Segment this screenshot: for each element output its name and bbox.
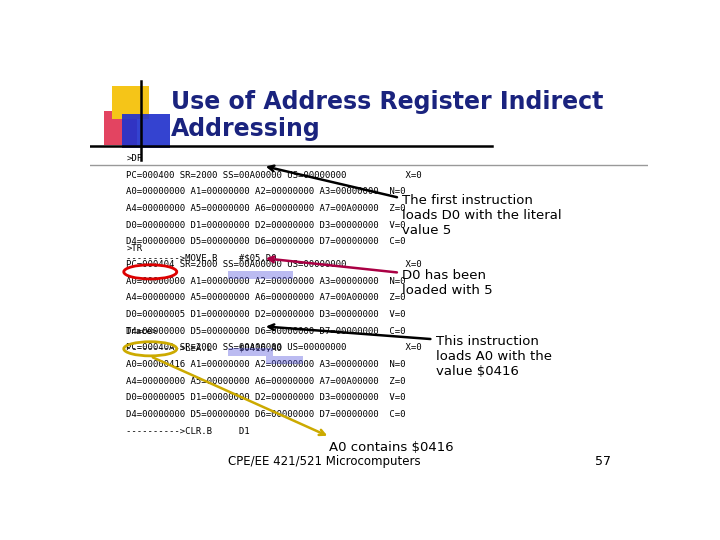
Text: ---------->CLR.B     D1: ---------->CLR.B D1 — [126, 427, 250, 436]
Text: A4=00000000 A5=00000000 A6=00000000 A7=00A00000  Z=0: A4=00000000 A5=00000000 A6=00000000 A7=0… — [126, 294, 406, 302]
Text: The first instruction
loads D0 with the literal
value 5: The first instruction loads D0 with the … — [402, 194, 562, 237]
Text: Addressing: Addressing — [171, 117, 320, 141]
Text: A0=00000000 A1=00000000 A2=00000000 A3=00000000  N=0: A0=00000000 A1=00000000 A2=00000000 A3=0… — [126, 277, 406, 286]
Text: 57: 57 — [595, 455, 611, 468]
Text: >DF: >DF — [126, 154, 143, 163]
Text: D0=00000000 D1=00000000 D2=00000000 D3=00000000  V=0: D0=00000000 D1=00000000 D2=00000000 D3=0… — [126, 221, 406, 230]
Text: D0=00000005 D1=00000000 D2=00000000 D3=00000000  V=0: D0=00000005 D1=00000000 D2=00000000 D3=0… — [126, 310, 406, 319]
Text: D4=00000000 D5=00000000 D6=00000000 D7=00000000  C=0: D4=00000000 D5=00000000 D6=00000000 D7=0… — [126, 327, 406, 336]
Text: D4=00000000 D5=00000000 D6=00000000 D7=00000000  C=0: D4=00000000 D5=00000000 D6=00000000 D7=0… — [126, 238, 406, 246]
Text: D0=00000005 D1=00000000 D2=00000000 D3=00000000  V=0: D0=00000005 D1=00000000 D2=00000000 D3=0… — [126, 393, 406, 402]
Text: CPE/EE 421/521 Microcomputers: CPE/EE 421/521 Microcomputers — [228, 455, 420, 468]
FancyBboxPatch shape — [112, 85, 148, 119]
Text: D4=00000000 D5=00000000 D6=00000000 D7=00000000  C=0: D4=00000000 D5=00000000 D6=00000000 D7=0… — [126, 410, 406, 419]
Text: A0 contains $0416: A0 contains $0416 — [329, 441, 454, 454]
Text: ---------->MOVE.B    #$05,D0: ---------->MOVE.B #$05,D0 — [126, 254, 276, 263]
FancyBboxPatch shape — [228, 271, 293, 279]
Text: PC=000404 SR=2000 SS=00A00000 US=00000000           X=0: PC=000404 SR=2000 SS=00A00000 US=0000000… — [126, 260, 422, 269]
Text: A0=00000000 A1=00000000 A2=00000000 A3=00000000  N=0: A0=00000000 A1=00000000 A2=00000000 A3=0… — [126, 187, 406, 197]
Text: PC=000400 SR=2000 SS=00A00000 US=00000000           X=0: PC=000400 SR=2000 SS=00A00000 US=0000000… — [126, 171, 422, 180]
FancyBboxPatch shape — [122, 114, 170, 148]
FancyBboxPatch shape — [104, 111, 138, 145]
Text: A0=00000416 A1=00000000 A2=00000000 A3=00000000  N=0: A0=00000416 A1=00000000 A2=00000000 A3=0… — [126, 360, 406, 369]
Text: PC=00040A SR=2000 SS=00A00000 US=00000000           X=0: PC=00040A SR=2000 SS=00A00000 US=0000000… — [126, 343, 422, 353]
FancyBboxPatch shape — [228, 348, 273, 356]
Text: >TR: >TR — [126, 244, 143, 253]
Text: Use of Address Register Indirect: Use of Address Register Indirect — [171, 90, 603, 114]
Text: A4=00000000 A5=00000000 A6=00000000 A7=00A00000  Z=0: A4=00000000 A5=00000000 A6=00000000 A7=0… — [126, 377, 406, 386]
Text: ---------->LEA.L     $0416,A0: ---------->LEA.L $0416,A0 — [126, 343, 282, 353]
FancyBboxPatch shape — [266, 356, 302, 364]
Text: This instruction
loads A0 with the
value $0416: This instruction loads A0 with the value… — [436, 335, 552, 378]
Text: A4=00000000 A5=00000000 A6=00000000 A7=00A00000  Z=0: A4=00000000 A5=00000000 A6=00000000 A7=0… — [126, 204, 406, 213]
Text: Trace>: Trace> — [126, 327, 158, 336]
Text: D0 has been
loaded with 5: D0 has been loaded with 5 — [402, 268, 493, 296]
